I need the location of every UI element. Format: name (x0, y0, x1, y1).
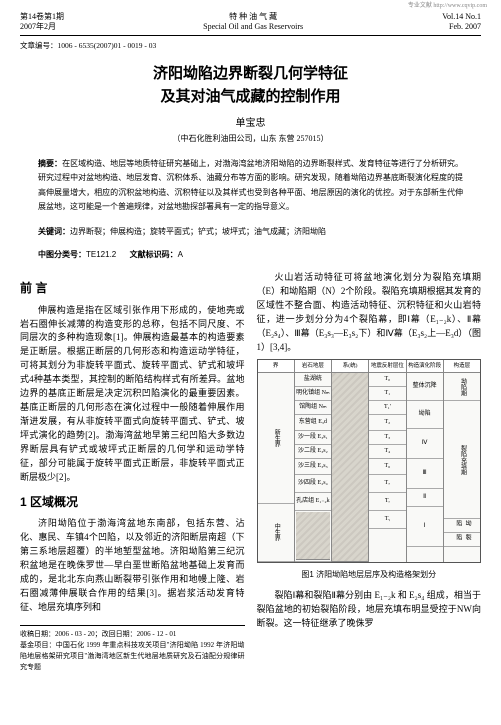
header-right: Vol.14 No.1 Feb. 2007 (442, 12, 481, 33)
issue-vol-cn: 第14卷第1期 (20, 12, 64, 22)
keywords-text: 边界断裂；伸展构造；旋转平面式；铲式；坡坪式；油气成藏；济阳坳陷 (70, 227, 326, 236)
clc-label: 中图分类号： (38, 250, 86, 259)
journal-title-cn: 特 种 油 气 藏 (64, 12, 442, 22)
header-left: 第14卷第1期 2007年2月 (20, 12, 64, 33)
header-center: 特 种 油 气 藏 Special Oil and Gas Reservoirs (64, 12, 442, 33)
affiliation: （中石化胜利油田公司，山东 东营 257015） (20, 133, 481, 145)
article-title: 济阳坳陷边界断裂几何学特征 及其对油气成藏的控制作用 (20, 63, 481, 108)
issue-date-en: Feb. 2007 (442, 22, 481, 32)
footnote-received: 收稿日期：2006 - 03 - 20；改回日期：2006 - 12 - 01 (20, 629, 245, 640)
author: 单宝忠 (20, 116, 481, 131)
doc-code-label: 文献标识码： (130, 250, 178, 259)
issue-date-cn: 2007年2月 (20, 22, 64, 32)
abstract-text: 在区域构造、地层等地质特征研究基础上，对渤海湾盆地济阳坳陷的边界断裂样式、发育特… (38, 159, 463, 211)
clc-value: TE121.2 (86, 250, 116, 259)
title-line1: 济阳坳陷边界断裂几何学特征 (20, 63, 481, 86)
figure-1-caption: 图1 济阳坳陷地层层序及构造格架划分 (257, 569, 482, 581)
running-header: 第14卷第1期 2007年2月 特 种 油 气 藏 Special Oil an… (20, 12, 481, 36)
col2-para1: 火山岩活动特征可将盆地演化划分为裂陷充填期（E）和坳陷期（N）2个阶段。裂陷充填… (257, 271, 482, 355)
column-left: 前 言 伸展构造是指在区域引张作用下形成的，使地壳或岩石圈伸长减薄的构造变形的总… (20, 271, 245, 674)
footnote: 收稿日期：2006 - 03 - 20；改回日期：2006 - 12 - 01 … (20, 625, 245, 674)
section-1-title: 1 区域概况 (20, 493, 245, 512)
column-right: 火山岩活动特征可将盆地演化划分为裂陷充填期（E）和坳陷期（N）2个阶段。裂陷充填… (257, 271, 482, 674)
body-columns: 前 言 伸展构造是指在区域引张作用下形成的，使地壳或岩石圈伸长减薄的构造变形的总… (20, 271, 481, 674)
figure-1: 界新生界中生界岩石地层盐湖统明化镇组 Nₘ馆陶组 Nₘ东营组 E₃d沙一段 E₃… (257, 359, 482, 563)
doc-code-value: A (178, 250, 183, 259)
title-line2: 及其对油气成藏的控制作用 (20, 86, 481, 109)
page: 第14卷第1期 2007年2月 特 种 油 气 藏 Special Oil an… (0, 0, 501, 686)
issue-vol-en: Vol.14 No.1 (442, 12, 481, 22)
intro-para: 伸展构造是指在区域引张作用下形成的，使地壳或岩石圈伸长减薄的构造变形的总称，包括… (20, 304, 245, 485)
section-intro-title: 前 言 (20, 279, 245, 298)
article-code: 文章编号：1006 - 6535(2007)01 - 0019 - 03 (20, 40, 481, 51)
col2-para2: 裂陷Ⅰ幕和裂陷Ⅱ幕分别由 E₁₋₂k 和 E₂s₄ 组成，相当于裂陷盆地的初始裂… (257, 589, 482, 631)
abstract: 摘要：在区域构造、地层等地质特征研究基础上，对渤海湾盆地济阳坳陷的边界断裂样式、… (20, 157, 481, 215)
footnote-funding: 基金项目：中国石化 1999 年重点科技攻关项目"济阳坳陷 1992 年济阳坳陷… (20, 640, 245, 674)
keywords-label: 关键词： (38, 227, 70, 236)
keywords: 关键词：边界断裂；伸展构造；旋转平面式；铲式；坡坪式；油气成藏；济阳坳陷 (20, 225, 481, 239)
abstract-label: 摘要： (38, 159, 62, 168)
sec1-para: 济阳坳陷位于渤海湾盆地东南部，包括东营、沾化、惠民、车镇4个凹陷，以及邻近的济阳… (20, 517, 245, 615)
classification-row: 中图分类号：TE121.2 文献标识码：A (20, 249, 481, 261)
source-note: 专业文献 http://www.cqvip.com (408, 2, 487, 11)
journal-title-en: Special Oil and Gas Reservoirs (64, 22, 442, 32)
